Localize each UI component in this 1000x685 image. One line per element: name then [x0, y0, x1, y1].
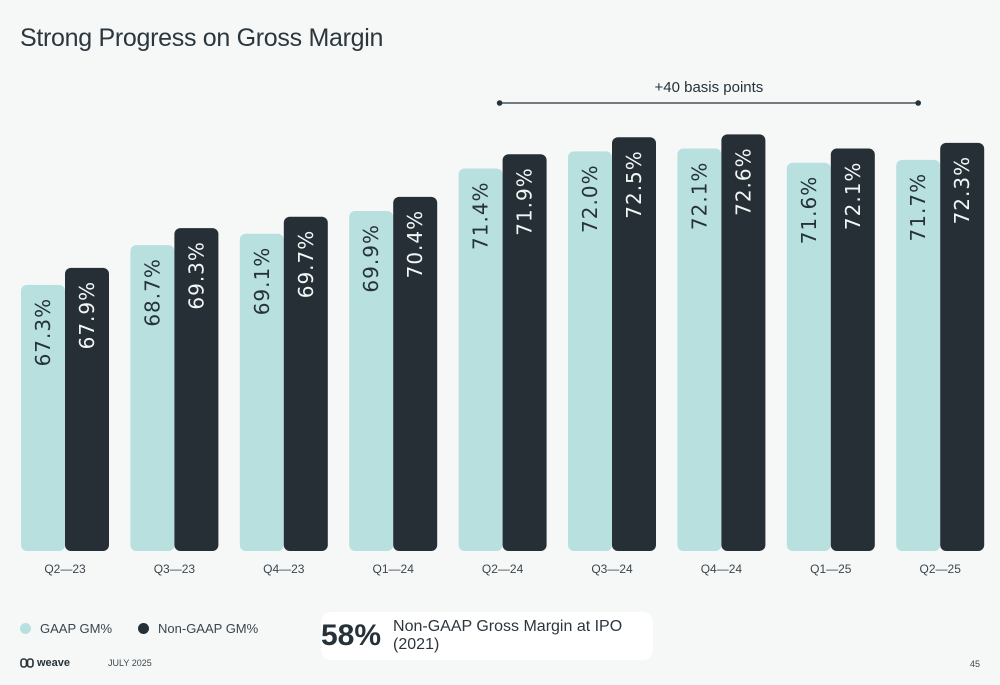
bar-non-gaap: [830, 148, 875, 551]
annotation-end-dot: [915, 100, 921, 106]
callout-text: Non-GAAP Gross Margin at IPO (2021): [393, 618, 623, 653]
data-label-non-gaap: 70.4%: [403, 210, 427, 279]
data-label-non-gaap: 72.6%: [731, 147, 755, 216]
bar-non-gaap: [65, 267, 109, 551]
bar-gaap: [349, 211, 394, 552]
x-tick-label: Q4—24: [701, 562, 743, 576]
x-tick-label: Q2—24: [482, 562, 524, 576]
legend-non-gaap-swatch: [138, 623, 150, 634]
annotation-label: +40 basis points: [654, 79, 763, 96]
bar-gaap: [21, 284, 65, 551]
legend-item-non-gaap: Non-GAAP GM%: [138, 621, 258, 636]
footer: weave JULY 2025: [20, 657, 152, 669]
page-number: 45: [969, 659, 980, 669]
bar-gaap: [130, 245, 175, 551]
x-tick-label: Q4—23: [263, 562, 305, 576]
data-label-non-gaap: 69.7%: [294, 230, 318, 299]
bar-gaap: [896, 159, 941, 552]
x-tick-label: Q1—25: [810, 562, 852, 576]
page-title: Strong Progress on Gross Margin: [20, 24, 384, 52]
data-label-gaap: 67.3%: [31, 298, 55, 367]
data-label-gaap: 69.1%: [250, 247, 274, 316]
data-label-gaap: 69.9%: [359, 224, 383, 293]
bar-gaap: [568, 151, 612, 551]
bar-non-gaap: [721, 134, 766, 552]
legend-item-gaap: GAAP GM%: [20, 621, 112, 636]
data-label-gaap: 71.7%: [906, 173, 930, 242]
bar-non-gaap: [283, 216, 328, 551]
weave-logo: weave: [20, 657, 70, 669]
weave-logo-icon: [20, 658, 34, 668]
data-label-gaap: 72.1%: [687, 162, 711, 231]
bar-gaap: [677, 148, 722, 551]
x-tick-label: Q3—24: [591, 562, 633, 576]
bar-non-gaap: [502, 154, 547, 552]
chart-legend: GAAP GM% Non-GAAP GM%: [20, 621, 284, 636]
data-label-gaap: 71.4%: [469, 181, 493, 250]
data-label-non-gaap: 67.9%: [75, 281, 99, 350]
data-label-gaap: 71.6%: [797, 176, 821, 245]
footer-date: JULY 2025: [108, 658, 152, 668]
data-label-gaap: 72.0%: [578, 164, 602, 233]
callout-value: 58%: [321, 619, 382, 652]
legend-gaap-swatch: [20, 623, 31, 634]
data-label-non-gaap: 71.9%: [513, 167, 537, 236]
x-tick-label: Q2—25: [920, 562, 962, 576]
bar-non-gaap: [174, 228, 219, 551]
x-tick-label: Q1—24: [373, 562, 415, 576]
bar-gaap: [239, 233, 284, 551]
legend-gaap-label: GAAP GM%: [40, 621, 113, 636]
data-label-non-gaap: 72.5%: [622, 150, 646, 219]
ipo-margin-callout: 58% Non-GAAP Gross Margin at IPO (2021): [321, 612, 653, 660]
data-label-non-gaap: 69.3%: [184, 241, 208, 310]
weave-logo-text: weave: [37, 657, 71, 669]
bar-gaap: [786, 162, 831, 551]
bar-non-gaap: [393, 196, 438, 551]
gross-margin-bar-chart: 67.3% 67.9% Q2—23 68.7% 69.3% Q3—23 69.1% 69.7%…: [21, 79, 985, 576]
data-label-non-gaap: 72.3%: [950, 156, 974, 225]
x-tick-label: Q2—23: [44, 562, 86, 576]
bar-non-gaap: [940, 142, 985, 551]
annotation-start-dot: [496, 100, 503, 106]
bar-non-gaap: [612, 137, 656, 551]
legend-non-gaap-label: Non-GAAP GM%: [158, 621, 259, 636]
bar-gaap: [458, 168, 503, 551]
x-tick-label: Q3—23: [154, 562, 196, 576]
data-label-gaap: 68.7%: [140, 258, 164, 327]
data-label-non-gaap: 72.1%: [841, 162, 865, 231]
